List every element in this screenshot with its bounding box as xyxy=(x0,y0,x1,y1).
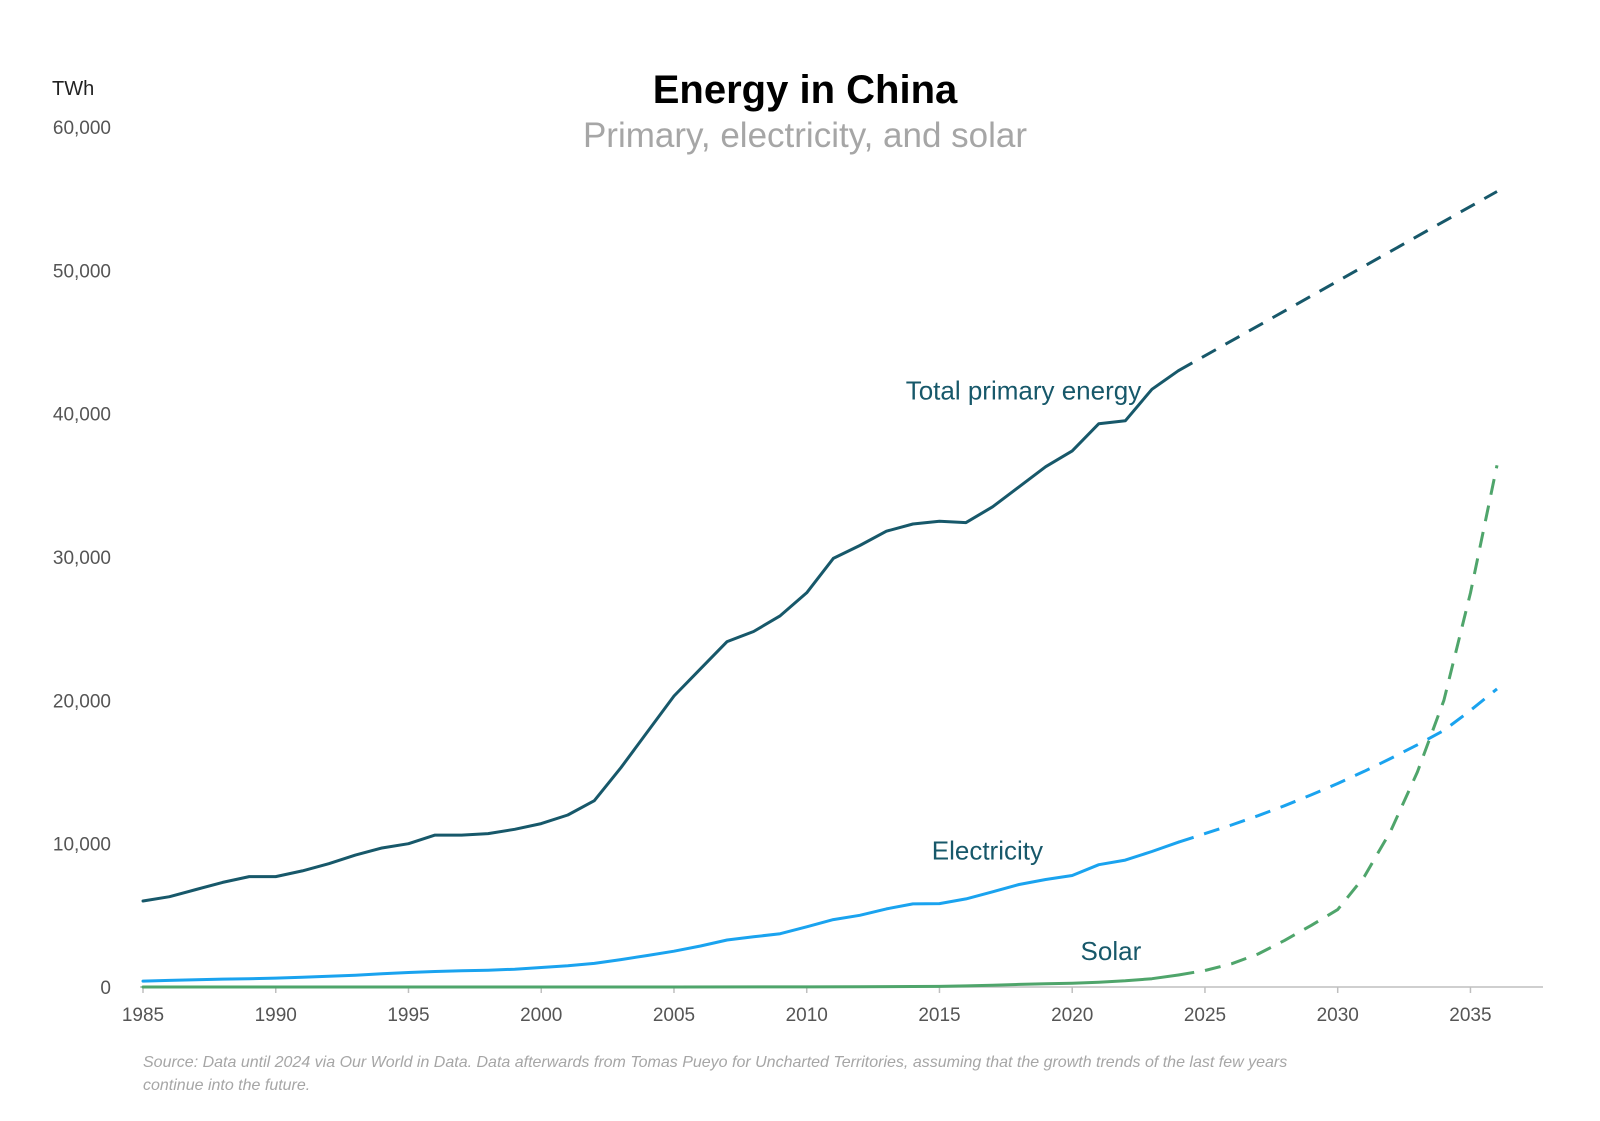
x-tick-label: 2020 xyxy=(1051,1005,1093,1026)
series-lines xyxy=(141,190,1499,989)
chart-title: Energy in China xyxy=(653,68,958,112)
x-tick-label: 2005 xyxy=(653,1005,695,1026)
x-tick-label: 2015 xyxy=(918,1005,960,1026)
y-tick-label: 10,000 xyxy=(53,835,111,856)
x-tick-label: 2000 xyxy=(520,1005,562,1026)
x-axis-ticks: 1985 1990 1995 2000 2005 2010 2015 2020 2025 2030… xyxy=(122,987,1492,1026)
x-tick-label: 2030 xyxy=(1317,1005,1359,1026)
y-axis-unit-label: TWh xyxy=(52,78,94,100)
y-tick-label: 60,000 xyxy=(53,118,111,139)
electricity-actual-line xyxy=(141,840,1180,983)
source-note-line-2: continue into the future. xyxy=(143,1077,310,1094)
x-tick-label: 2035 xyxy=(1449,1005,1491,1026)
y-tick-label: 0 xyxy=(100,978,111,999)
total-primary-energy-actual-line xyxy=(141,369,1180,903)
total-primary-energy-projection-line xyxy=(1177,190,1498,373)
y-tick-label: 40,000 xyxy=(53,405,111,426)
x-tick-label: 1985 xyxy=(122,1005,164,1026)
y-tick-label: 20,000 xyxy=(53,691,111,712)
solar-projection-line xyxy=(1178,464,1499,977)
y-tick-label: 50,000 xyxy=(53,261,111,282)
y-tick-label: 30,000 xyxy=(53,548,111,569)
solar-actual-line xyxy=(141,973,1180,989)
source-note-line-1: Source: Data until 2024 via Our World in… xyxy=(143,1054,1287,1071)
x-tick-label: 2025 xyxy=(1184,1005,1226,1026)
electricity-projection-line xyxy=(1177,687,1498,844)
x-tick-label: 2010 xyxy=(786,1005,828,1026)
series-label: Solar xyxy=(1081,936,1142,966)
x-tick-label: 1995 xyxy=(387,1005,429,1026)
chart-subtitle: Primary, electricity, and solar xyxy=(583,116,1027,155)
series-label: Electricity xyxy=(932,835,1043,865)
y-axis-ticks: 0 10,000 20,000 30,000 40,000 50,000 60,000 xyxy=(53,118,111,999)
series-labels: Total primary energy Electricity Solar xyxy=(906,375,1142,965)
x-tick-label: 1990 xyxy=(255,1005,297,1026)
series-label: Total primary energy xyxy=(906,375,1142,405)
